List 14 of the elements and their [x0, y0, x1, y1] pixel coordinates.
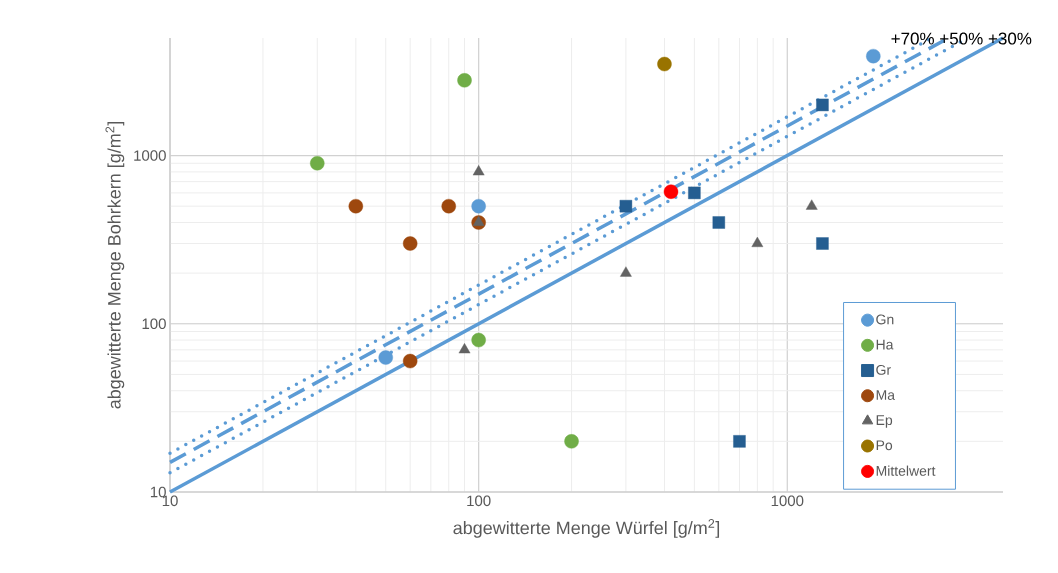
x-tick-label: 1000 — [771, 495, 804, 507]
x-axis-title: abgewitterte Menge Würfel [g/m$^{2}$] — [453, 519, 720, 538]
legend-label: Ma — [876, 390, 896, 400]
y-axis-title: abgewitterte Menge Bohrkern [g/m$^{2}$] — [105, 121, 125, 409]
legend-label: Po — [876, 440, 893, 451]
legend-label: Ha — [876, 339, 894, 350]
annotation: +70% +50% +30% — [891, 32, 1032, 45]
x-tick-label: 100 — [467, 495, 491, 507]
y-tick-label: 1000 — [134, 150, 166, 161]
legend-label: Gn — [876, 314, 894, 325]
legend-label: Mittelwert — [876, 465, 936, 476]
legend-label: Ep — [876, 415, 893, 428]
y-tick-label: 100 — [142, 318, 166, 330]
legend-label: Gr — [876, 364, 891, 375]
